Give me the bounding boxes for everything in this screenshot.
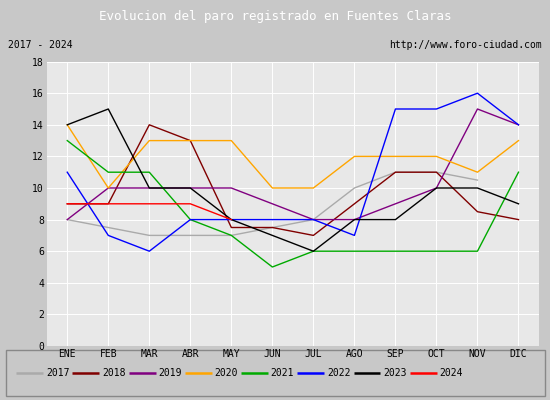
Text: Evolucion del paro registrado en Fuentes Claras: Evolucion del paro registrado en Fuentes… <box>99 10 451 23</box>
Text: 2022: 2022 <box>327 368 350 378</box>
Text: 2020: 2020 <box>214 368 238 378</box>
Text: 2017 - 2024: 2017 - 2024 <box>8 40 73 50</box>
Text: 2019: 2019 <box>158 368 182 378</box>
Text: 2021: 2021 <box>271 368 294 378</box>
Text: 2024: 2024 <box>439 368 463 378</box>
Text: 2018: 2018 <box>102 368 125 378</box>
Text: http://www.foro-ciudad.com: http://www.foro-ciudad.com <box>389 40 542 50</box>
Text: 2023: 2023 <box>383 368 406 378</box>
Text: 2017: 2017 <box>46 368 69 378</box>
